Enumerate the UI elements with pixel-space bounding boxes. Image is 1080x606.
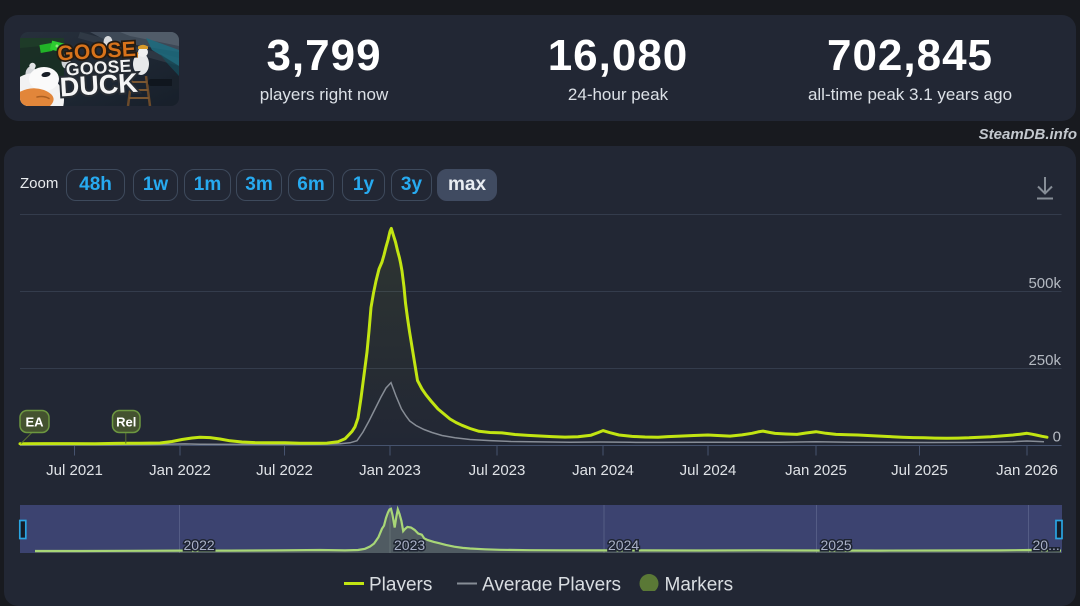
svg-text:Jul 2023: Jul 2023 [469, 462, 526, 479]
svg-text:2025: 2025 [821, 537, 852, 553]
svg-text:Jan 2025: Jan 2025 [785, 462, 847, 479]
svg-text:Jan 2023: Jan 2023 [359, 462, 421, 479]
svg-text:0: 0 [1053, 429, 1061, 446]
svg-text:EA: EA [25, 415, 44, 430]
svg-text:GOOSE: GOOSE [57, 37, 137, 65]
svg-text:Jul 2024: Jul 2024 [680, 462, 737, 479]
svg-text:2023: 2023 [394, 537, 425, 553]
svg-text:DUCK: DUCK [59, 67, 139, 102]
svg-text:20...: 20... [1033, 537, 1060, 553]
svg-text:500k: 500k [1028, 275, 1061, 292]
svg-text:Jan 2022: Jan 2022 [149, 462, 211, 479]
svg-text:Jul 2022: Jul 2022 [256, 462, 313, 479]
svg-text:Jan 2024: Jan 2024 [572, 462, 634, 479]
svg-text:Players: Players [369, 575, 432, 592]
svg-text:Markers: Markers [665, 575, 734, 592]
svg-text:Rel: Rel [116, 415, 136, 430]
svg-text:2024: 2024 [608, 537, 639, 553]
svg-text:2022: 2022 [184, 537, 215, 553]
svg-text:250k: 250k [1028, 352, 1061, 369]
svg-text:Jul 2025: Jul 2025 [891, 462, 948, 479]
svg-text:Average Players: Average Players [482, 575, 621, 592]
svg-text:Jan 2026: Jan 2026 [996, 462, 1058, 479]
svg-text:Jul 2021: Jul 2021 [46, 462, 103, 479]
